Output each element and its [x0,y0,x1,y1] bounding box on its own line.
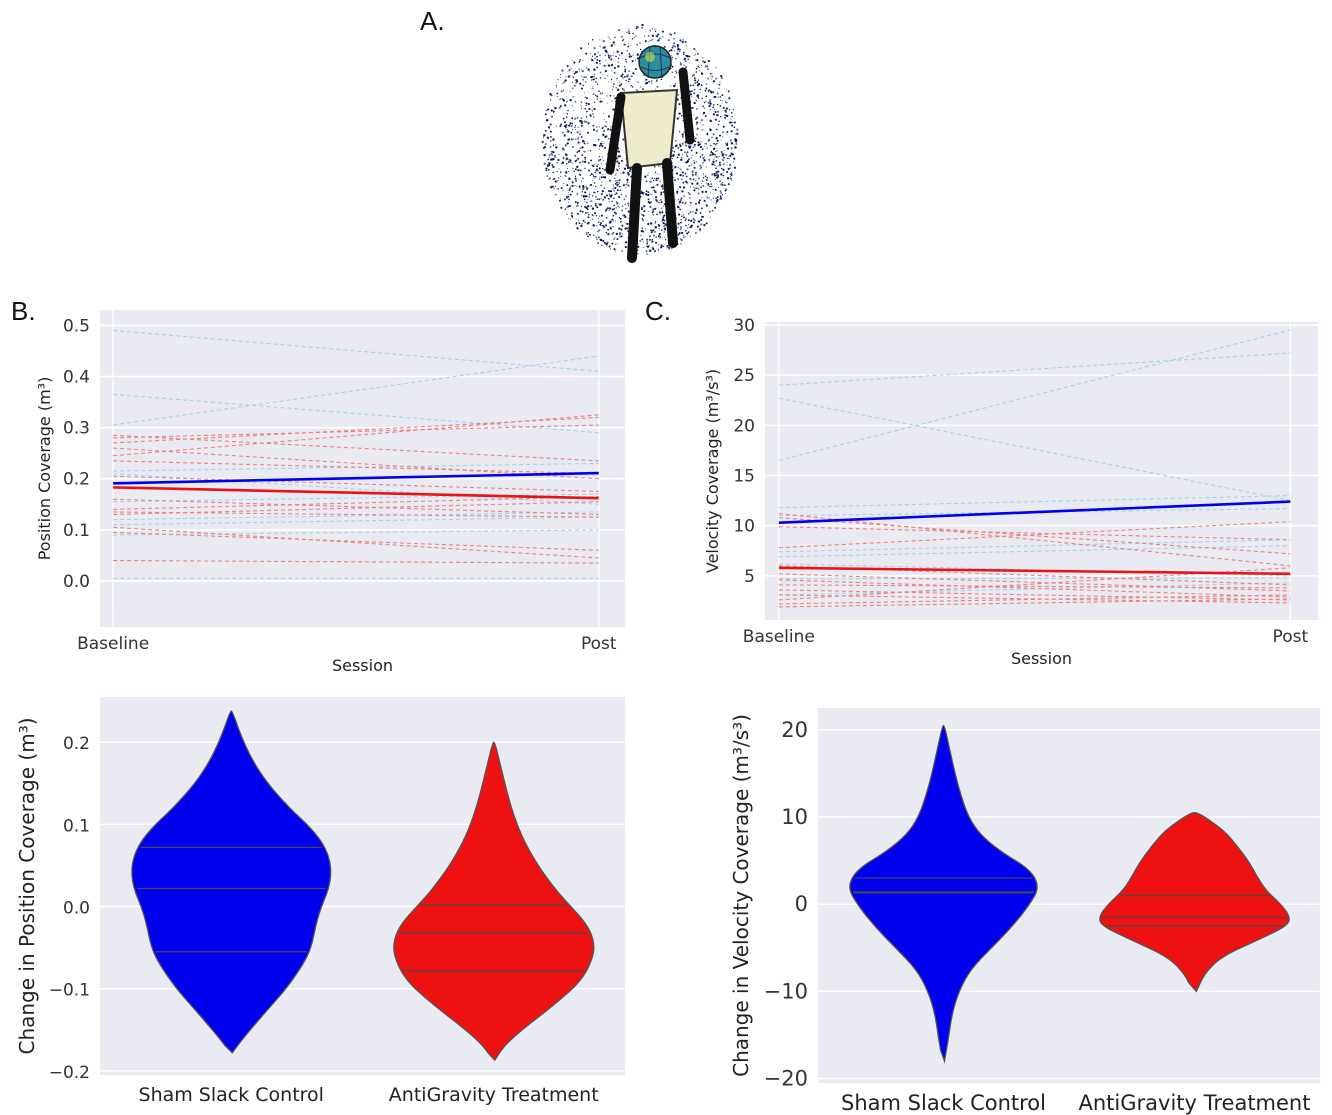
y-axis-label: Change in Velocity Coverage (m³/s³) [729,714,753,1077]
y-tick-label: 0.2 [63,470,90,490]
y-tick-label: 0.2 [63,734,90,754]
y-axis-label: Change in Position Coverage (m³) [15,717,39,1054]
individual-line [113,529,599,536]
y-tick-label: −0.1 [49,981,90,1001]
point-cloud [541,23,739,255]
mean-line-treatment [778,566,1291,576]
individual-line [778,495,1291,509]
individual-line [778,579,1291,598]
individual-line [778,329,1291,461]
individual-line [778,517,1291,555]
individual-line [778,594,1291,605]
violin-treatment [393,741,595,1062]
mean-line-control [778,500,1291,524]
y-tick-label: 0 [795,892,808,916]
x-tick-label: Sham Slack Control [139,1084,324,1106]
y-tick-label: −0.2 [49,1063,90,1083]
x-tick-label: Post [1273,627,1309,647]
velocity-change-violin-chart: 20 10 0 −10 −20 Sham Slack Control AntiGravity… [729,708,1320,1115]
y-axis-label: Position Coverage (m³) [35,377,54,561]
individual-line [778,573,1291,592]
individual-line [778,513,1291,567]
individual-line [778,545,1291,558]
velocity-coverage-chart: 5 10 15 20 25 30 Baseline Post Session Velocity C… [703,316,1318,668]
individual-line [113,511,599,521]
stick-figure-icon [605,45,695,263]
individual-line [113,496,599,510]
individual-line [113,462,599,472]
individual-line [113,498,599,516]
x-tick-label: AntiGravity Treatment [389,1084,599,1106]
individual-line [778,598,1291,608]
individual-line [113,424,599,439]
y-tick-label: 20 [733,416,755,436]
violin-treatment [1099,812,1290,993]
y-tick-label: −20 [764,1067,808,1091]
y-tick-label: 5 [744,567,755,587]
y-tick-label: 20 [781,718,808,742]
y-tick-label: 30 [733,316,755,336]
y-tick-label: 0.0 [63,572,90,592]
y-tick-label: 10 [733,517,755,537]
y-tick-label: 0.1 [63,521,90,541]
individual-line [113,559,599,564]
mean-line-control [113,471,599,485]
individual-line [113,501,599,516]
x-axis-label: Session [1011,649,1072,668]
panel-label-c: C. [645,296,671,326]
individual-line [778,397,1291,502]
y-tick-label: 0.3 [63,419,90,439]
y-tick-label: 0.5 [63,316,90,336]
individual-line [778,584,1291,589]
individual-line [778,352,1291,386]
y-tick-label: 0.4 [63,367,90,387]
individual-line [113,475,599,493]
individual-line [778,577,1291,580]
x-axis-label: Session [332,656,393,675]
x-tick-label: Baseline [77,634,149,654]
individual-line [113,493,599,503]
individual-line [778,521,1291,549]
y-tick-label: −10 [764,979,808,1003]
y-tick-label: 25 [733,366,755,386]
position-coverage-chart: 0.0 0.1 0.2 0.3 0.4 0.5 Baseline Post Session Pos… [35,310,625,675]
x-tick-label: AntiGravity Treatment [1079,1091,1311,1115]
y-tick-label: 10 [781,805,808,829]
individual-line [113,531,599,551]
y-tick-label: 0.0 [63,899,90,919]
individual-line [113,460,599,475]
individual-line [778,589,1291,601]
x-tick-label: Post [581,634,617,654]
position-change-violin-chart: 0.2 0.1 0.0 −0.1 −0.2 Sham Slack Control AntiG… [15,697,625,1106]
individual-line [113,414,599,457]
plot-area [100,310,625,627]
individual-line [113,516,599,526]
panel-label-b: B. [11,296,36,326]
individual-line [113,329,599,372]
violin-control [131,710,332,1054]
individual-line [778,526,1291,541]
individual-line [113,355,599,426]
individual-line [778,539,1291,553]
x-tick-label: Baseline [743,627,815,647]
y-tick-label: 0.1 [63,816,90,836]
mean-line-treatment [113,486,599,500]
y-axis-label: Velocity Coverage (m³/s³) [703,369,722,573]
x-tick-label: Sham Slack Control [841,1091,1046,1115]
y-tick-label: 15 [733,467,755,487]
panel-label-a: A. [420,6,445,36]
body-point-cloud [541,23,739,263]
